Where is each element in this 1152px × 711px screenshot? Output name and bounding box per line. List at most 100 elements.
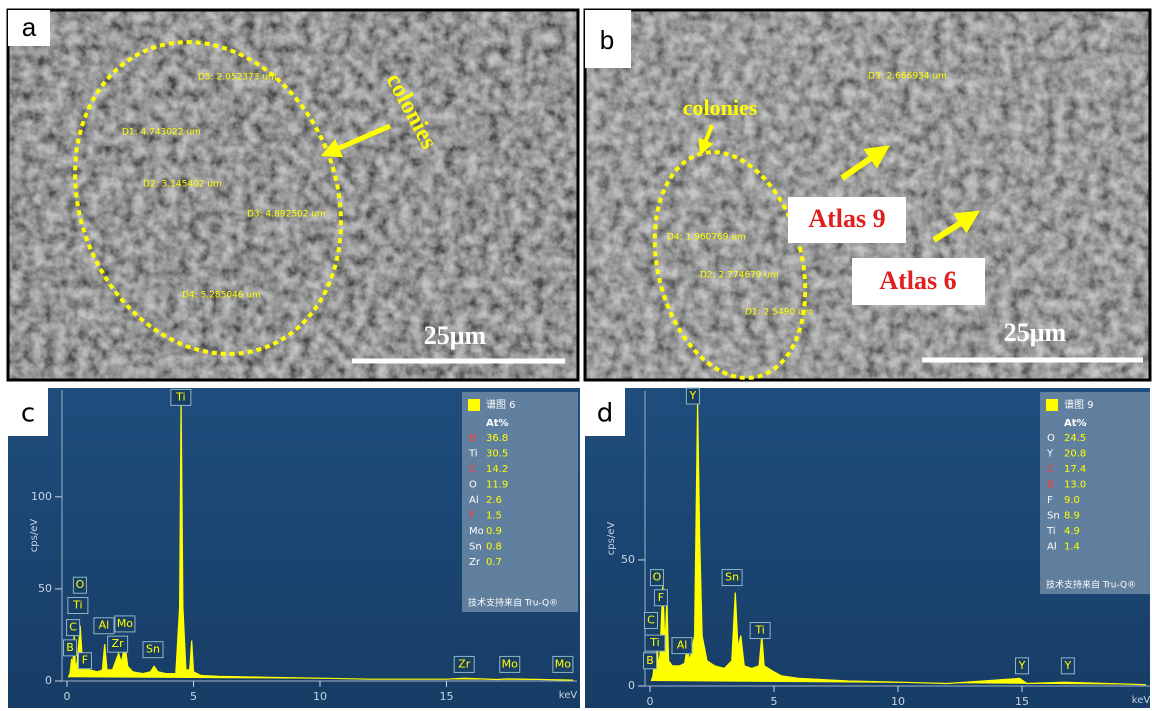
peak-label: O (653, 571, 662, 584)
panel-label: b (600, 25, 614, 55)
x-axis-label: keV (1132, 695, 1151, 706)
scale-label: 25μm (1004, 318, 1067, 347)
legend-value: 8.9 (1064, 511, 1080, 522)
y-tick-label: 50 (621, 553, 635, 566)
y-tick-label: 0 (628, 679, 635, 692)
legend-value: 9.0 (1064, 495, 1080, 506)
legend-element: Sn (1047, 511, 1060, 522)
legend-value: 24.5 (1064, 433, 1086, 444)
peak-label: Al (677, 639, 688, 652)
legend-header: At% (486, 418, 509, 429)
legend-element: Al (1047, 542, 1057, 553)
legend-title: 谱图 9 (1064, 398, 1094, 411)
legend-element: C (1047, 464, 1054, 475)
peak-label: Mo (502, 657, 518, 670)
peak-label: Mo (117, 617, 133, 630)
measurement: D3: 2.666934 um (868, 72, 947, 82)
peak-label: Zr (458, 657, 471, 670)
legend-element: B (469, 433, 476, 444)
peak-label: Y (689, 389, 697, 402)
peak-label: F (82, 654, 88, 667)
legend-element: Al (469, 495, 479, 506)
measurement: D3: 4.892502 um (247, 210, 326, 220)
legend-element: Zr (469, 557, 481, 568)
peak-label: O (76, 578, 85, 591)
legend-element: Sn (469, 542, 482, 553)
panel-label: d (597, 399, 614, 429)
scale-label: 25μm (424, 321, 487, 350)
x-axis-label: keV (559, 690, 578, 701)
x-tick-label: 5 (771, 695, 778, 708)
y-axis-label: cps/eV (29, 519, 40, 553)
legend-value: 36.8 (486, 433, 508, 444)
peak-label: C (647, 613, 655, 626)
panel-label: c (21, 399, 35, 429)
legend-element: Y (1046, 449, 1054, 460)
peak-label: Sn (725, 571, 739, 584)
annotation: colonies (683, 95, 758, 120)
legend-note: 技术支持来自 Tru-Q® (468, 597, 558, 609)
legend-value: 1.4 (1064, 542, 1080, 553)
legend-header: At% (1064, 418, 1087, 429)
peak-label: Ti (72, 598, 82, 611)
legend-element: F (469, 511, 475, 522)
legend-element: Ti (468, 449, 478, 460)
panel-label: a (22, 12, 37, 42)
x-tick-label: 5 (190, 690, 197, 703)
peak-label: Sn (146, 643, 160, 656)
legend-value: 14.2 (486, 464, 508, 475)
peak-label: Y (1018, 659, 1026, 672)
legend-element: C (469, 464, 476, 475)
x-tick-label: 0 (64, 690, 71, 703)
peak-label: Y (1064, 659, 1072, 672)
legend-value: 0.8 (486, 542, 502, 553)
measurement: D4: 1.960769 um (667, 233, 746, 243)
peak-label: B (646, 654, 654, 667)
legend-element: O (1047, 433, 1055, 444)
x-tick-label: 10 (313, 690, 327, 703)
legend-note: 技术支持来自 Tru-Q® (1046, 579, 1136, 591)
legend-element: B (1047, 480, 1054, 491)
legend-swatch (1046, 399, 1058, 411)
y-tick-label: 50 (38, 582, 52, 595)
peak-label: B (66, 641, 74, 654)
legend-box (1040, 392, 1150, 594)
legend-value: 13.0 (1064, 480, 1086, 491)
measurement: D4: 5.285046 um (182, 291, 261, 301)
legend-value: 30.5 (486, 449, 508, 460)
legend-value: 1.5 (486, 511, 502, 522)
peak-label: Al (99, 619, 110, 632)
legend-element: F (1047, 495, 1053, 506)
legend-element: O (469, 480, 477, 491)
peak-label: Ti (175, 390, 185, 403)
figure: a colonies D5: 2.052373 um D1: 4.743022 … (0, 0, 1152, 711)
legend-title: 谱图 6 (486, 398, 516, 411)
legend-element: Ti (1046, 526, 1056, 537)
legend-swatch (468, 399, 480, 411)
legend-box (462, 392, 578, 612)
legend-value: 0.7 (486, 557, 502, 568)
legend-value: 20.8 (1064, 449, 1086, 460)
sem-panel-b: b colonies D3: 2.666934 um D4: 1.960769 … (585, 10, 1150, 394)
measurement: D2: 2.774679 um (700, 271, 779, 281)
legend-value: 4.9 (1064, 526, 1080, 537)
phase-label: Atlas 6 (879, 266, 956, 295)
peak-label: Zr (112, 637, 125, 650)
x-tick-label: 15 (440, 690, 454, 703)
measurement: D1: 4.743022 um (122, 128, 201, 138)
peak-label: Ti (754, 624, 764, 637)
legend-value: 0.9 (486, 526, 502, 537)
peak-label: Mo (555, 657, 571, 670)
phase-label: Atlas 9 (808, 204, 885, 233)
measurement: D1: 2.5490 um (745, 308, 812, 318)
legend-value: 2.6 (486, 495, 502, 506)
measurement: D2: 3.145402 um (143, 180, 222, 190)
peak-label: C (69, 621, 77, 634)
sem-image (8, 10, 578, 380)
legend-value: 17.4 (1064, 464, 1086, 475)
peak-label: Ti (649, 636, 659, 649)
x-tick-label: 15 (1015, 695, 1029, 708)
y-axis-label: cps/eV (606, 522, 617, 556)
peak-label: F (658, 591, 664, 604)
x-tick-label: 0 (647, 695, 654, 708)
